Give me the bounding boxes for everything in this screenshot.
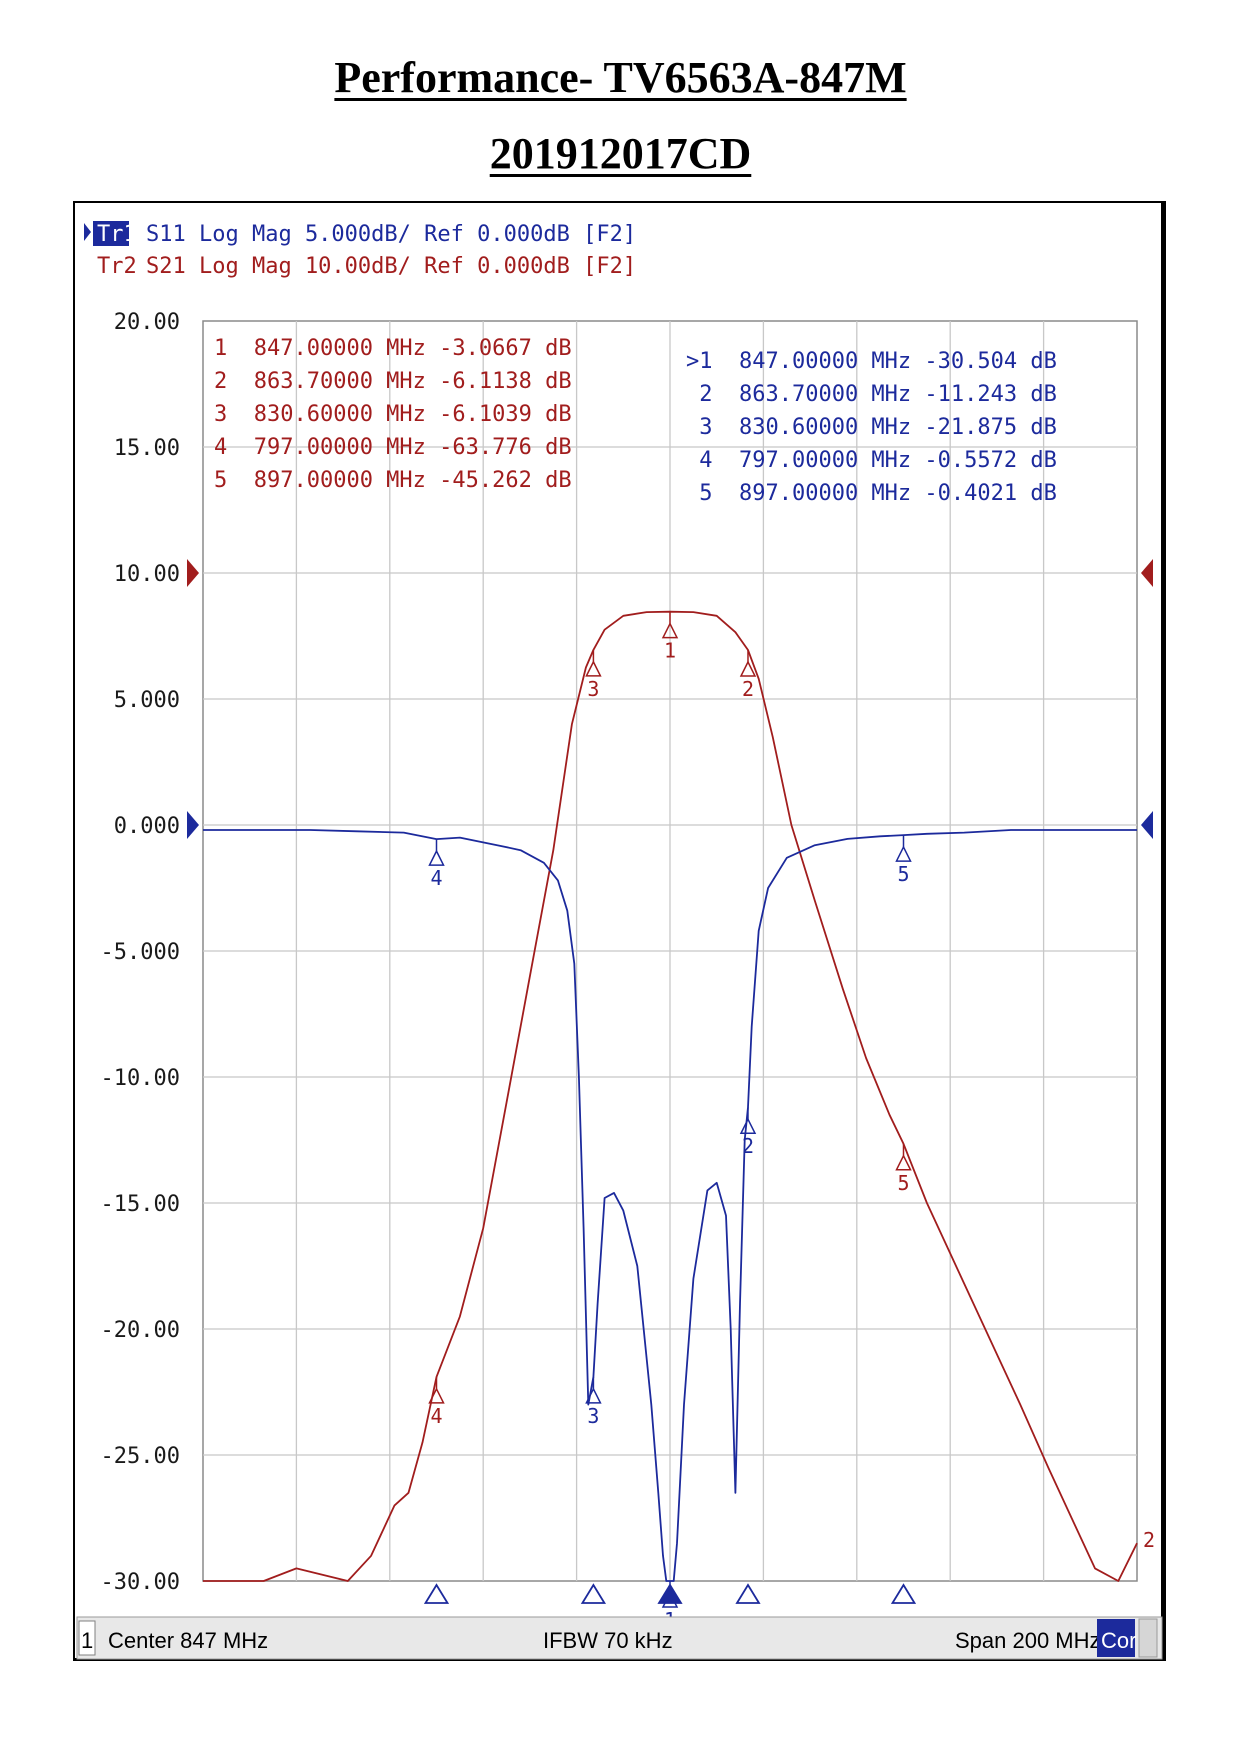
s21-marker-row: 1 847.00000 MHz -3.0667 dB	[214, 336, 572, 361]
s11-marker-row: >1 847.00000 MHz -30.504 dB	[686, 349, 1057, 374]
s11-marker-triangle-icon	[895, 845, 912, 862]
s11-marker-triangle-icon	[428, 849, 445, 866]
bottom-marker-indicator-icon	[735, 1583, 761, 1604]
correction-label: Cor	[1101, 1628, 1136, 1653]
bottom-marker-indicator-icon	[657, 1583, 683, 1604]
correction-badge[interactable]	[1097, 1619, 1135, 1657]
s11-marker-row: 2 863.70000 MHz -11.243 dB	[686, 382, 1057, 407]
s21-marker-row: 4 797.00000 MHz -63.776 dB	[214, 435, 572, 460]
s21-marker-table: 1 847.00000 MHz -3.0667 dB 2 863.70000 M…	[214, 336, 572, 493]
if-bandwidth[interactable]: IFBW 70 kHz	[543, 1628, 673, 1653]
plot-grid	[202, 320, 1138, 1582]
s21-marker-label: 1	[664, 639, 676, 663]
s11-marker-triangle-icon	[585, 1387, 602, 1404]
s11-marker-label: 2	[742, 1134, 754, 1158]
s11-marker-triangle-icon	[739, 1117, 757, 1134]
page-title: Performance- TV6563A-847M	[0, 52, 1241, 103]
s11-marker-row: 5 897.00000 MHz -0.4021 dB	[686, 481, 1057, 506]
channel-indicator[interactable]	[78, 1620, 96, 1656]
s21-ref-left-arrow-icon	[187, 559, 199, 587]
s11-ref-left-arrow-icon	[187, 811, 199, 839]
trace-markers: 12345123452	[423, 611, 1155, 1632]
y-tick-label: -5.000	[101, 940, 180, 965]
analyzer-screen	[73, 201, 1166, 1661]
s21-marker-row: 5 897.00000 MHz -45.262 dB	[214, 468, 572, 493]
s21-marker-label: 3	[587, 677, 599, 701]
channel-number: 1	[81, 1628, 93, 1653]
y-tick-label: -10.00	[101, 1066, 180, 1091]
tr2-tag[interactable]: Tr2	[97, 254, 137, 279]
s21-marker-triangle-icon	[585, 660, 602, 677]
page-title-text: Performance- TV6563A-847M	[334, 53, 907, 102]
s21-marker-triangle-icon	[895, 1154, 912, 1171]
status-bar: 1 Center 847 MHz IFBW 70 kHz Span 200 MH…	[76, 1616, 1163, 1660]
s21-marker-label: 2	[742, 677, 754, 701]
s21-edge-label: 2	[1143, 1528, 1155, 1552]
s11-marker-label: 5	[898, 862, 910, 886]
y-tick-label: 5.000	[114, 688, 180, 713]
s21-marker-row: 3 830.60000 MHz -6.1039 dB	[214, 402, 572, 427]
page-subtitle-text: 201912017CD	[489, 129, 752, 178]
y-tick-label: -15.00	[101, 1192, 180, 1217]
tr1-tag: Tr1	[97, 222, 137, 247]
y-axis-tick-labels: 20.00 15.00 10.00 5.000 0.000 -5.000 -10.00 -15…	[101, 310, 180, 1595]
y-tick-label: 20.00	[114, 310, 180, 335]
y-tick-label: -30.00	[101, 1570, 180, 1595]
tr1-tag-box[interactable]	[93, 221, 129, 246]
active-trace-arrow-icon	[84, 223, 91, 241]
s21-marker-row: 2 863.70000 MHz -6.1138 dB	[214, 369, 572, 394]
y-tick-label: -25.00	[101, 1444, 180, 1469]
bottom-marker-indicator-icon	[580, 1583, 607, 1604]
frequency-span[interactable]: Span 200 MHz	[955, 1628, 1101, 1653]
tr1-description: S11 Log Mag 5.000dB/ Ref 0.000dB [F2]	[146, 222, 636, 247]
tr2-description: S21 Log Mag 10.00dB/ Ref 0.000dB [F2]	[146, 254, 636, 279]
center-frequency[interactable]: Center 847 MHz	[108, 1628, 268, 1653]
s21-marker-label: 4	[431, 1404, 443, 1428]
s11-ref-right-arrow-icon	[1141, 811, 1153, 839]
s11-marker-row: 3 830.60000 MHz -21.875 dB	[686, 415, 1057, 440]
s11-marker-label: 4	[431, 866, 443, 890]
s21-ref-right-arrow-icon	[1141, 559, 1153, 587]
s21-marker-triangle-icon	[739, 660, 757, 677]
s21-marker-label: 5	[898, 1171, 910, 1195]
trace-header: Tr1 S11 Log Mag 5.000dB/ Ref 0.000dB [F2…	[84, 221, 636, 279]
y-tick-label: 15.00	[114, 436, 180, 461]
y-tick-label: -20.00	[101, 1318, 180, 1343]
s21-marker-triangle-icon	[661, 622, 679, 639]
y-tick-label: 10.00	[114, 562, 180, 587]
y-tick-label: 0.000	[114, 814, 180, 839]
s21-trace	[203, 610, 1138, 1582]
page-subtitle: 201912017CD	[0, 128, 1241, 179]
bottom-marker-indicator-icon	[423, 1583, 450, 1604]
s11-marker-row: 4 797.00000 MHz -0.5572 dB	[686, 448, 1057, 473]
s11-marker-label: 3	[587, 1404, 599, 1428]
s21-marker-triangle-icon	[428, 1387, 445, 1404]
bottom-marker-indicator-icon	[890, 1583, 917, 1604]
status-slot	[1138, 1618, 1158, 1658]
reference-level-indicators	[187, 559, 1153, 839]
s11-marker-table: >1 847.00000 MHz -30.504 dB 2 863.70000 …	[686, 349, 1057, 506]
